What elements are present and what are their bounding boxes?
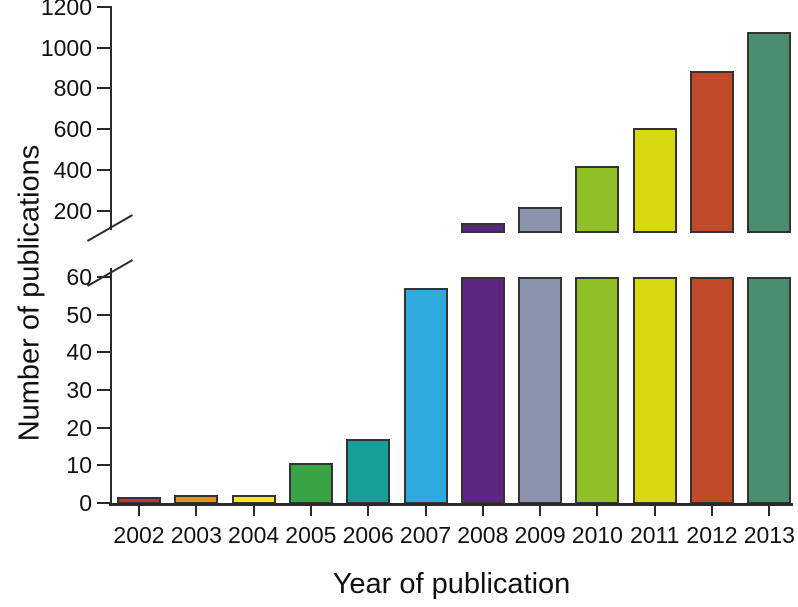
y-tick-label-upper: 400 — [53, 156, 92, 183]
x-tick-label: 2010 — [571, 522, 623, 548]
y-tick-lower — [97, 313, 110, 316]
x-tick-label: 2005 — [285, 522, 337, 548]
bar-2009-lower-segment — [518, 277, 563, 504]
y-axis-lower-spine — [110, 268, 112, 505]
y-tick-label-lower: 50 — [66, 301, 92, 328]
x-tick-label: 2009 — [514, 522, 566, 548]
x-tick — [653, 505, 656, 516]
bar-2006 — [346, 438, 391, 504]
x-tick — [539, 505, 542, 516]
y-tick-label-upper: 200 — [53, 197, 92, 224]
y-tick-upper — [97, 46, 110, 49]
x-tick — [711, 505, 713, 516]
bar-2008-upper-segment — [460, 222, 505, 233]
x-tick — [596, 505, 599, 516]
y-axis-upper-spine — [110, 6, 112, 230]
y-tick-label-lower: 60 — [66, 264, 92, 290]
x-tick — [481, 505, 484, 516]
y-tick-label-lower: 40 — [66, 339, 92, 366]
y-tick-label-upper: 800 — [53, 75, 92, 102]
bar-2012-upper-segment — [690, 71, 734, 233]
y-tick-lower — [97, 389, 110, 391]
bar-2012-lower-segment — [690, 277, 734, 504]
y-tick-label-upper: 1000 — [40, 34, 92, 61]
x-tick-label: 2011 — [629, 522, 680, 548]
x-tick-label: 2006 — [342, 522, 394, 548]
x-tick-label: 2002 — [113, 522, 165, 548]
y-tick-label-upper: 1200 — [40, 0, 92, 20]
x-tick — [252, 505, 255, 516]
bar-2010-upper-segment — [575, 165, 620, 233]
y-tick-lower — [97, 426, 110, 429]
y-tick-lower — [97, 276, 110, 278]
bar-2011-lower-segment — [632, 277, 677, 504]
bar-2005 — [288, 463, 333, 504]
bar-2009-upper-segment — [518, 206, 563, 233]
x-axis-title: Year of publication — [332, 568, 571, 600]
y-tick-label-lower: 20 — [66, 414, 92, 441]
x-tick — [138, 505, 140, 516]
x-tick-label: 2004 — [228, 522, 280, 548]
x-tick-label: 2007 — [399, 522, 452, 548]
bar-2013-lower-segment — [747, 277, 792, 504]
bar-2007 — [403, 288, 448, 504]
y-tick-label-lower: 30 — [66, 377, 92, 403]
y-tick-lower — [97, 351, 110, 354]
y-tick-upper — [97, 128, 110, 131]
x-tick — [195, 505, 198, 516]
x-tick-label: 2008 — [457, 522, 509, 548]
bar-2013-upper-segment — [747, 32, 792, 233]
y-tick-label-lower: 10 — [66, 452, 92, 479]
y-tick-upper — [97, 6, 110, 8]
y-tick-lower — [97, 502, 110, 504]
x-tick — [768, 505, 771, 516]
x-tick-label: 2003 — [170, 522, 222, 548]
bar-2010-lower-segment — [575, 277, 620, 504]
y-tick-lower — [97, 464, 110, 467]
x-tick — [424, 505, 427, 516]
y-tick-upper — [97, 168, 110, 171]
y-tick-label-lower: 0 — [79, 490, 92, 516]
bar-2008-lower-segment — [460, 277, 505, 504]
bar-2011-upper-segment — [632, 128, 677, 233]
y-tick-label-upper: 600 — [53, 116, 92, 143]
x-tick — [309, 505, 312, 516]
y-tick-upper — [97, 87, 110, 90]
x-axis-line — [109, 503, 793, 506]
x-tick — [367, 505, 370, 516]
x-tick-label: 2013 — [743, 522, 795, 548]
x-tick-label: 2012 — [686, 522, 738, 548]
y-tick-upper — [97, 209, 110, 212]
